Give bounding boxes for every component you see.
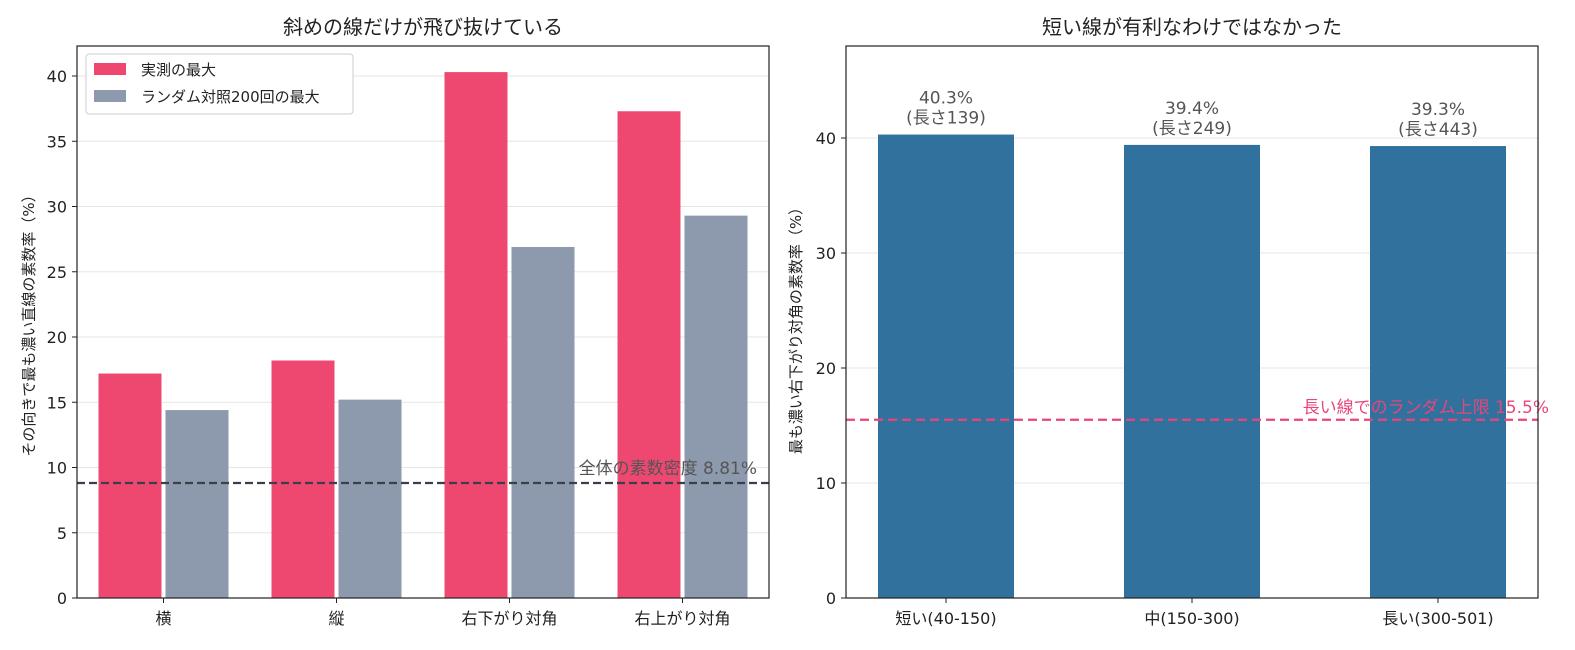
right-y-tick-label: 10: [816, 474, 836, 493]
legend-box: [85, 53, 354, 115]
bar-actual: [444, 72, 508, 598]
legend-swatch-actual: [94, 63, 126, 75]
bar-random: [684, 215, 748, 598]
left-chart-title: 斜めの線だけが飛び抜けている: [283, 15, 563, 39]
right-bars: 40.3%(長さ139) 39.4%(長さ249) 39.3%(長さ443): [878, 89, 1506, 599]
bar-diagonal: [1124, 144, 1260, 598]
bar-actual: [271, 360, 335, 598]
left-legend: 実測の最大 ランダム対照200回の最大: [85, 53, 354, 115]
left-y-tick-label: 0: [57, 589, 67, 608]
right-chart-title: 短い線が有利なわけではなかった: [1042, 15, 1342, 39]
right-x-tick-label: 長い(300-501): [1382, 609, 1493, 628]
reference-line-label: 全体の素数密度 8.81%: [579, 459, 757, 479]
left-y-axis-label: その向きで最も濃い直線の素数率（%）: [20, 187, 38, 456]
right-reference-line: 長い線でのランダム上限 15.5%: [846, 398, 1549, 421]
left-y-ticks: 0 5 10 15 20 25 30 35 40: [47, 67, 77, 608]
left-y-tick-label: 15: [47, 393, 67, 412]
left-x-tick-label: 縦: [328, 609, 344, 628]
right-y-ticks: 0 10 20 30 40: [816, 129, 846, 608]
bar-length-label: (長さ443): [1398, 120, 1478, 140]
bar-actual: [98, 373, 162, 598]
left-y-tick-label: 20: [47, 328, 67, 347]
left-chart: 斜めの線だけが飛び抜けている 全体の素数密度 8.81% 0 5 10 15 20 25 3…: [20, 15, 770, 628]
left-y-tick-label: 5: [57, 524, 67, 543]
right-y-axis-label: 最も濃い右下がり対角の素数率（%）: [787, 200, 805, 454]
right-y-tick-label: 0: [826, 589, 836, 608]
right-y-tick-label: 20: [816, 359, 836, 378]
bar-actual: [617, 111, 681, 598]
left-reference-line: 全体の素数密度 8.81%: [77, 459, 769, 485]
left-x-ticks: 横 縦 右下がり対角 右上がり対角: [155, 598, 731, 628]
bar-value-label: 39.4%: [1165, 99, 1219, 119]
bar-length-label: (長さ249): [1152, 119, 1232, 139]
right-x-tick-label: 中(150-300): [1144, 609, 1239, 628]
bar-random: [511, 246, 575, 598]
left-bars: [98, 72, 748, 598]
left-x-tick-label: 右下がり対角: [461, 609, 557, 628]
right-x-ticks: 短い(40-150) 中(150-300) 長い(300-501): [895, 598, 1494, 628]
right-y-tick-label: 30: [816, 244, 836, 263]
right-chart: 短い線が有利なわけではなかった 40.3%(長さ139) 39.4%(長さ249)…: [787, 15, 1549, 628]
legend-label-random: ランダム対照200回の最大: [141, 88, 320, 106]
bar-diagonal: [878, 134, 1014, 599]
legend-swatch-random: [94, 90, 126, 102]
left-plot-frame: [76, 45, 770, 599]
right-x-tick-label: 短い(40-150): [895, 609, 996, 628]
right-y-tick-label: 40: [816, 129, 836, 148]
left-y-tick-label: 25: [47, 263, 67, 282]
left-x-tick-label: 右上がり対角: [634, 609, 730, 628]
bar-value-label: 40.3%: [919, 89, 973, 109]
legend-label-actual: 実測の最大: [141, 61, 216, 79]
left-y-tick-label: 40: [47, 67, 67, 86]
left-y-tick-label: 30: [47, 198, 67, 217]
bar-diagonal: [1370, 146, 1506, 599]
reference-line-label: 長い線でのランダム上限 15.5%: [1303, 398, 1549, 418]
bar-length-label: (長さ139): [906, 109, 986, 129]
left-x-tick-label: 横: [155, 609, 171, 628]
bar-random: [338, 399, 402, 598]
left-y-tick-label: 10: [47, 459, 67, 478]
bar-random: [165, 410, 229, 598]
left-y-tick-label: 35: [47, 132, 67, 151]
bar-value-label: 39.3%: [1411, 100, 1465, 120]
